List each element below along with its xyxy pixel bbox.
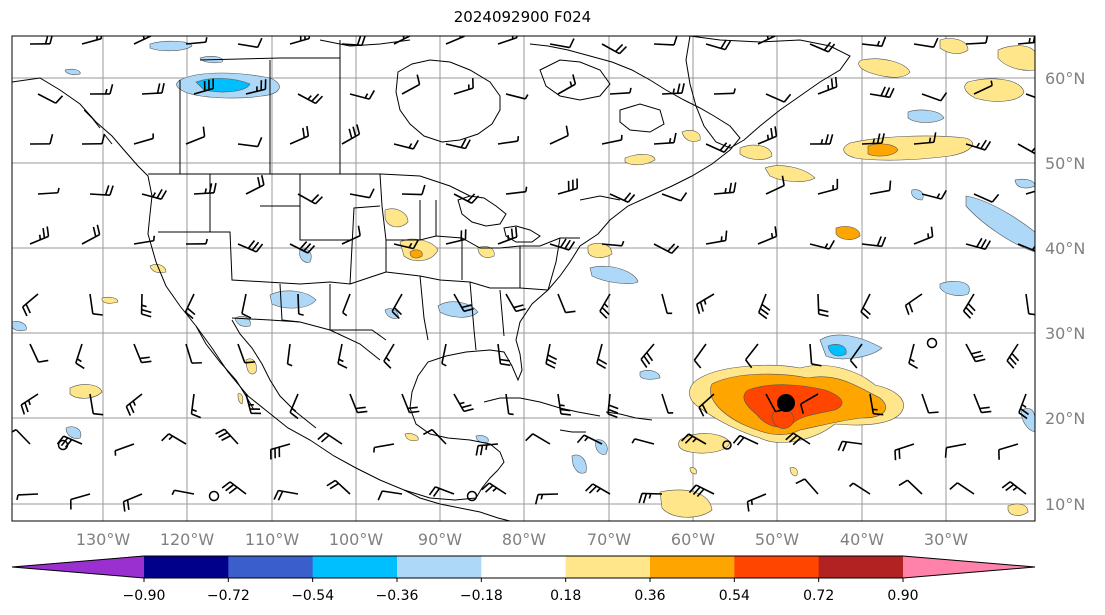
longitude-label: 90°W (418, 530, 462, 549)
map-title: 2024092900 F024 (453, 8, 592, 26)
latitude-label: 40°N (1045, 239, 1085, 258)
calm-wind-circles (57, 337, 938, 502)
longitude-label: 60°W (671, 530, 715, 549)
colorbar-tick-label: −0.90 (123, 588, 166, 604)
longitude-label: 40°W (840, 530, 884, 549)
colorbar-extend-low (12, 556, 144, 578)
colorbar-tick-label: 0.54 (719, 588, 750, 604)
colorbar-tick-label: −0.36 (376, 588, 419, 604)
colorbar-tick-label: 0.18 (550, 588, 581, 604)
storm-center-marker (777, 394, 795, 412)
latitude-label: 20°N (1045, 409, 1085, 428)
positive-anomaly-shading (69, 38, 1035, 518)
latitude-label: 60°N (1045, 69, 1085, 88)
latitude-labels: 60°N 50°N 40°N 30°N 20°N 10°N (1045, 69, 1085, 514)
colorbar-segment (397, 556, 482, 578)
wind-barbs (12, 36, 1035, 512)
latitude-label: 50°N (1045, 154, 1085, 173)
longitude-label: 70°W (587, 530, 631, 549)
latitude-label: 30°N (1045, 324, 1085, 343)
colorbar-segment (481, 556, 567, 578)
colorbar-segment (228, 556, 314, 578)
colorbar-segment (565, 556, 651, 578)
colorbar-tick-label: −0.18 (460, 588, 503, 604)
longitude-label: 100°W (329, 530, 384, 549)
longitude-label: 50°W (755, 530, 799, 549)
longitude-labels: 130°W 120°W 110°W 100°W 90°W 80°W 70°W 60°W 50°W… (76, 530, 968, 549)
colorbar-tick-label: −0.72 (207, 588, 250, 604)
colorbar-segment (818, 556, 904, 578)
coastlines-and-borders (12, 36, 851, 521)
colorbar: −0.90 −0.72 −0.54 −0.36 −0.18 0.18 0.36 0.54 0.7… (11, 555, 1036, 604)
colorbar-tick-label: 0.72 (803, 588, 834, 604)
colorbar-tick-label: 0.36 (634, 588, 665, 604)
colorbar-segment (144, 556, 229, 578)
colorbar-tick-label: 0.90 (887, 588, 918, 604)
longitude-label: 120°W (160, 530, 215, 549)
colorbar-segment (312, 556, 398, 578)
colorbar-segment (650, 556, 735, 578)
colorbar-tick-label: −0.54 (291, 588, 334, 604)
longitude-label: 130°W (76, 530, 131, 549)
latitude-label: 10°N (1045, 495, 1085, 514)
longitude-label: 80°W (502, 530, 546, 549)
longitude-label: 30°W (924, 530, 968, 549)
longitude-label: 110°W (245, 530, 300, 549)
colorbar-segment (734, 556, 820, 578)
map-border (11, 35, 1036, 522)
colorbar-extend-high (903, 556, 1035, 578)
